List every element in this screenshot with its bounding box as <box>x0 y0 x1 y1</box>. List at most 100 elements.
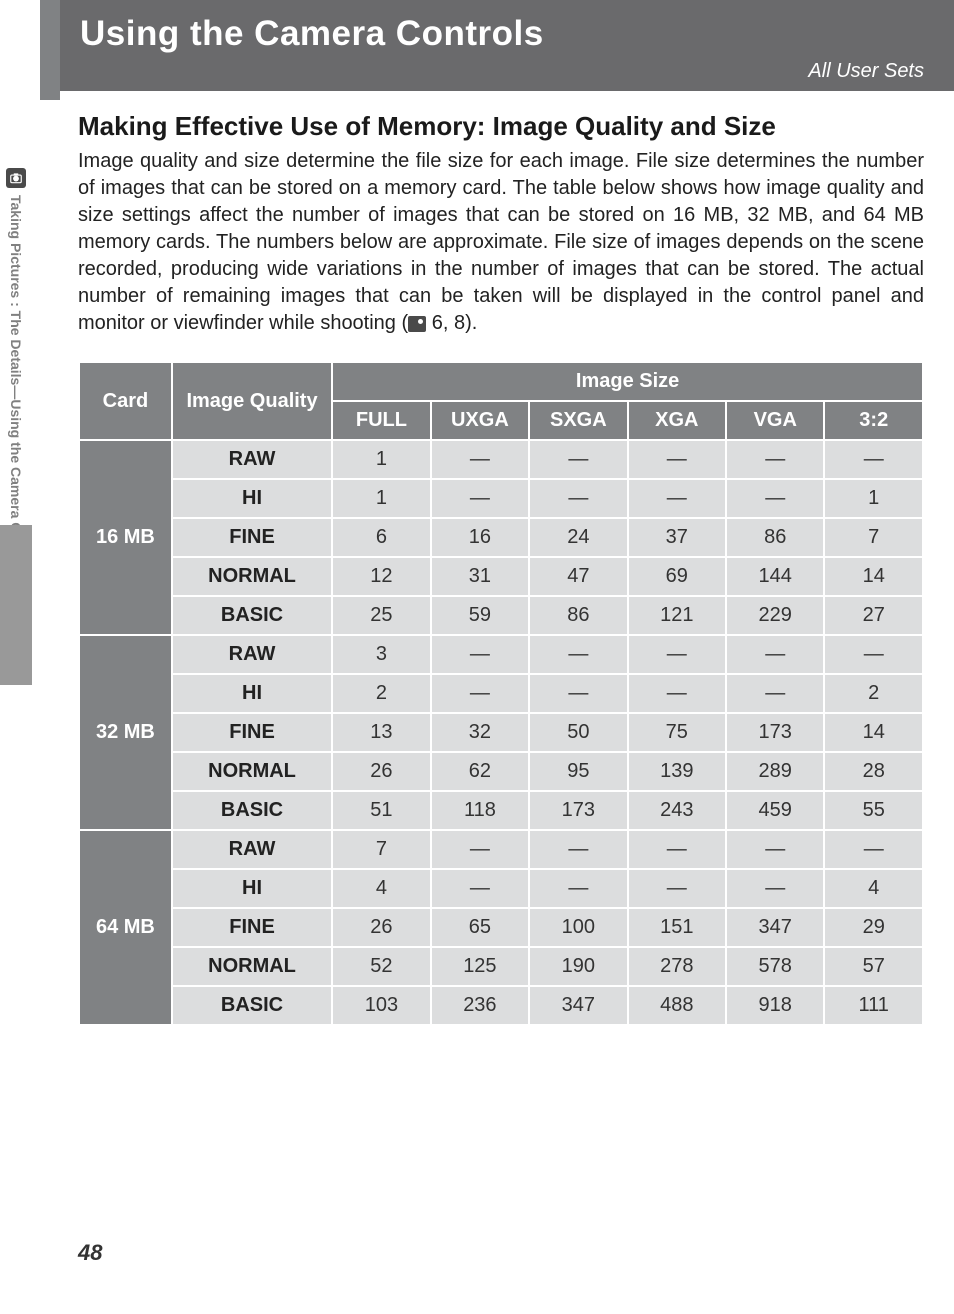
th-size: 3:2 <box>824 401 923 440</box>
data-cell: — <box>628 440 726 479</box>
data-cell: 26 <box>332 908 430 947</box>
table-row: NORMAL1231476914414 <box>79 557 923 596</box>
table-row: NORMAL26629513928928 <box>79 752 923 791</box>
data-cell: 347 <box>529 986 627 1025</box>
table-row: 32 MBRAW3————— <box>79 635 923 674</box>
chapter-title: Using the Camera Controls <box>80 14 924 54</box>
data-cell: 32 <box>431 713 529 752</box>
data-cell: — <box>529 635 627 674</box>
data-cell: 13 <box>332 713 430 752</box>
table-row: HI4————4 <box>79 869 923 908</box>
body-text-after: 6, 8). <box>426 312 477 334</box>
table-row: FINE266510015134729 <box>79 908 923 947</box>
data-cell: — <box>431 440 529 479</box>
data-cell: 52 <box>332 947 430 986</box>
image-capacity-table: Card Image Quality Image Size FULLUXGASX… <box>78 361 924 1026</box>
data-cell: 47 <box>529 557 627 596</box>
data-cell: 1 <box>332 479 430 518</box>
data-cell: 6 <box>332 518 430 557</box>
table-row: HI2————2 <box>79 674 923 713</box>
data-cell: 190 <box>529 947 627 986</box>
quality-cell: BASIC <box>172 986 332 1025</box>
data-cell: — <box>431 635 529 674</box>
data-cell: 139 <box>628 752 726 791</box>
data-cell: 14 <box>824 557 923 596</box>
data-cell: — <box>726 440 824 479</box>
data-cell: 31 <box>431 557 529 596</box>
data-cell: 27 <box>824 596 923 635</box>
page-number: 48 <box>78 1240 102 1266</box>
card-label-cell: 64 MB <box>79 830 172 1025</box>
data-cell: — <box>529 830 627 869</box>
data-cell: 125 <box>431 947 529 986</box>
data-cell: 62 <box>431 752 529 791</box>
section-body: Image quality and size determine the fil… <box>78 148 924 337</box>
left-margin: Taking Pictures : The Details—Using the … <box>0 0 60 1314</box>
quality-cell: NORMAL <box>172 752 332 791</box>
data-cell: 86 <box>529 596 627 635</box>
data-cell: 278 <box>628 947 726 986</box>
data-cell: 488 <box>628 986 726 1025</box>
data-cell: — <box>529 479 627 518</box>
data-cell: 7 <box>824 518 923 557</box>
data-cell: — <box>726 479 824 518</box>
quality-cell: HI <box>172 479 332 518</box>
data-cell: — <box>628 635 726 674</box>
data-cell: — <box>824 830 923 869</box>
data-cell: 243 <box>628 791 726 830</box>
data-cell: 2 <box>824 674 923 713</box>
th-size: UXGA <box>431 401 529 440</box>
data-cell: 12 <box>332 557 430 596</box>
table-row: HI1————1 <box>79 479 923 518</box>
data-cell: 173 <box>726 713 824 752</box>
data-cell: — <box>726 635 824 674</box>
camera-icon <box>6 168 26 188</box>
section-title: Making Effective Use of Memory: Image Qu… <box>78 111 924 142</box>
data-cell: 103 <box>332 986 430 1025</box>
data-cell: — <box>529 674 627 713</box>
data-cell: — <box>628 479 726 518</box>
data-cell: 4 <box>332 869 430 908</box>
data-cell: 59 <box>431 596 529 635</box>
data-cell: 100 <box>529 908 627 947</box>
table-row: FINE1332507517314 <box>79 713 923 752</box>
quality-cell: NORMAL <box>172 557 332 596</box>
data-cell: 57 <box>824 947 923 986</box>
card-label-cell: 32 MB <box>79 635 172 830</box>
data-cell: 7 <box>332 830 430 869</box>
data-cell: — <box>431 830 529 869</box>
quality-cell: FINE <box>172 908 332 947</box>
quality-cell: FINE <box>172 713 332 752</box>
quality-cell: RAW <box>172 830 332 869</box>
th-size: VGA <box>726 401 824 440</box>
data-cell: 1 <box>332 440 430 479</box>
data-cell: — <box>628 674 726 713</box>
data-cell: — <box>824 635 923 674</box>
body-text-before: Image quality and size determine the fil… <box>78 150 924 334</box>
table-row: NORMAL5212519027857857 <box>79 947 923 986</box>
data-cell: 95 <box>529 752 627 791</box>
th-size-group: Image Size <box>332 362 923 401</box>
table-row: BASIC25598612122927 <box>79 596 923 635</box>
quality-cell: RAW <box>172 440 332 479</box>
data-cell: 16 <box>431 518 529 557</box>
th-size: SXGA <box>529 401 627 440</box>
quality-cell: RAW <box>172 635 332 674</box>
data-cell: 578 <box>726 947 824 986</box>
th-quality: Image Quality <box>172 362 332 440</box>
data-cell: 111 <box>824 986 923 1025</box>
data-cell: 151 <box>628 908 726 947</box>
data-cell: — <box>431 479 529 518</box>
quality-cell: NORMAL <box>172 947 332 986</box>
data-cell: — <box>529 440 627 479</box>
th-size: XGA <box>628 401 726 440</box>
data-cell: 229 <box>726 596 824 635</box>
data-cell: 69 <box>628 557 726 596</box>
data-cell: 118 <box>431 791 529 830</box>
quality-cell: BASIC <box>172 596 332 635</box>
th-card: Card <box>79 362 172 440</box>
data-cell: 2 <box>332 674 430 713</box>
data-cell: 347 <box>726 908 824 947</box>
data-cell: 459 <box>726 791 824 830</box>
data-cell: 14 <box>824 713 923 752</box>
